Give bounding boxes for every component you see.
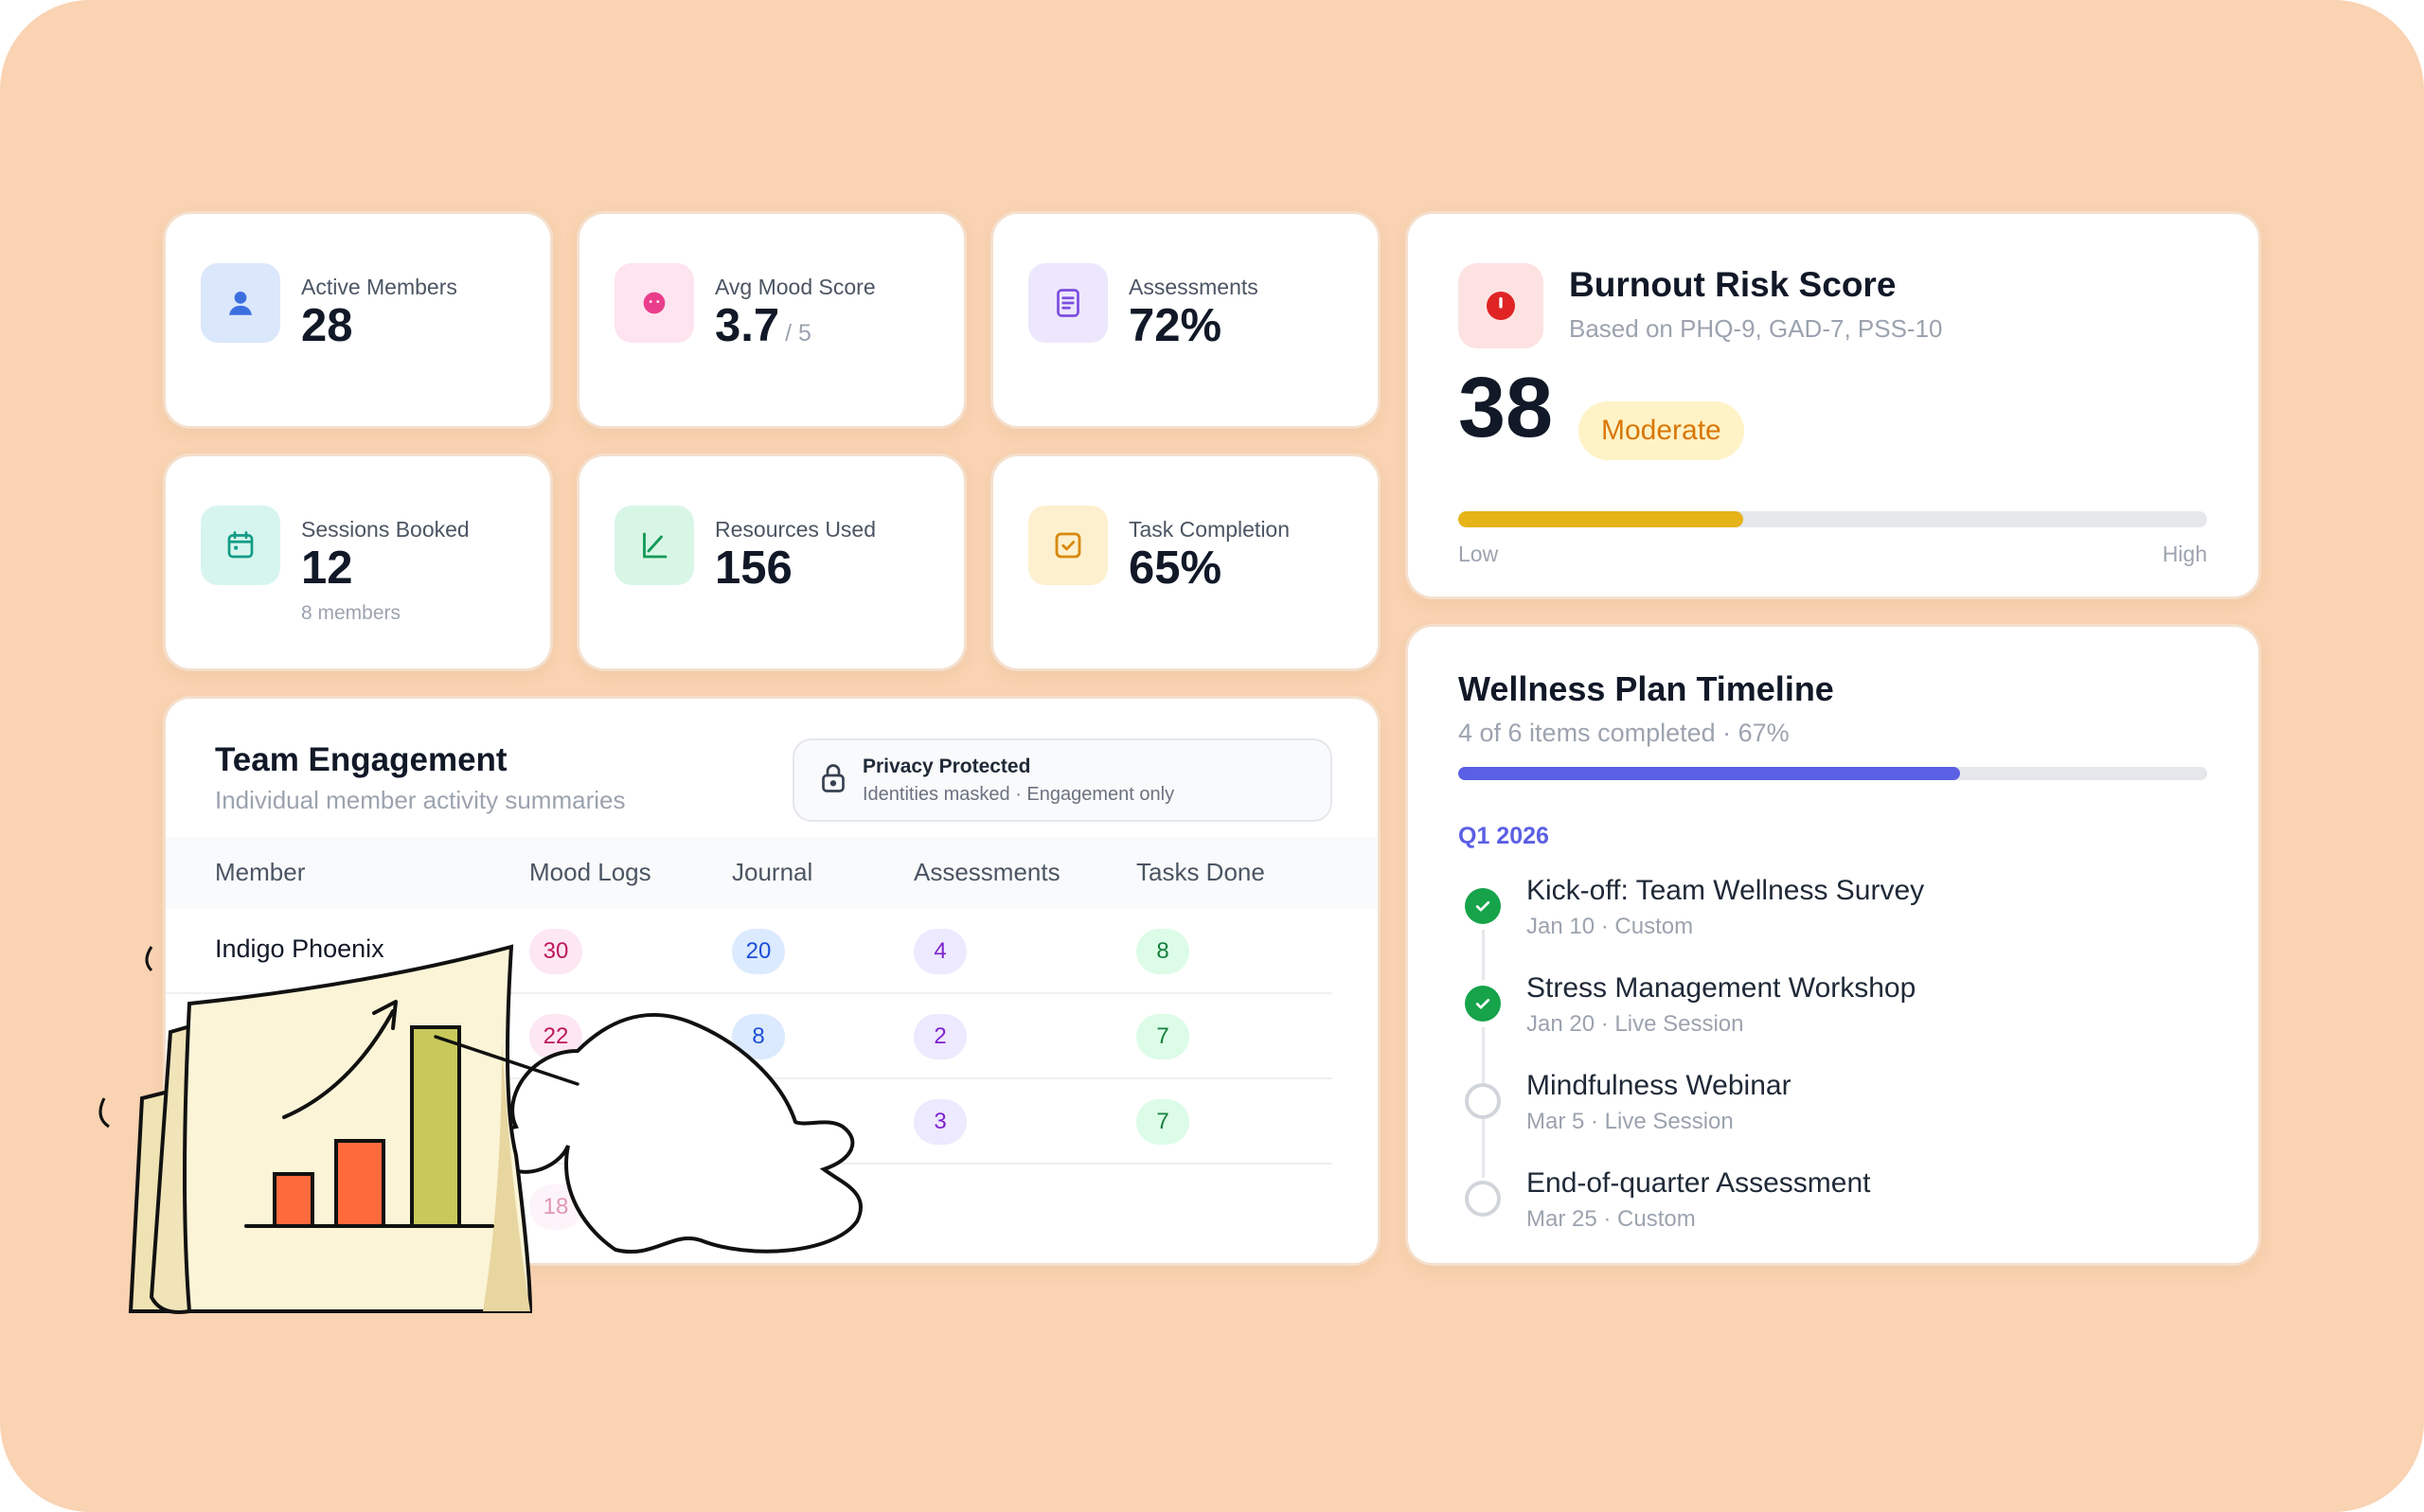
stat-value: 12 <box>301 543 353 594</box>
checkbox-icon <box>1028 506 1108 585</box>
journal-count: 20 <box>732 929 785 974</box>
row-divider <box>166 992 1332 994</box>
risk-meter-fill <box>1458 511 1743 527</box>
newspaper-chart-illustration <box>98 944 864 1314</box>
column-header-tasks-done[interactable]: Tasks Done <box>1136 858 1265 886</box>
mood-face-icon <box>615 263 694 343</box>
assessments-count: 2 <box>914 1014 967 1059</box>
stat-subtext: 8 members <box>301 602 401 624</box>
stat-card-active-members[interactable]: Active Members 28 <box>166 214 550 426</box>
stat-label: Active Members <box>301 275 457 299</box>
stat-label: Avg Mood Score <box>715 275 876 299</box>
speech-bubble-doodle <box>490 1013 864 1254</box>
plan-summary: 4 of 6 items completed · 67% <box>1458 719 1790 747</box>
stat-value: 3.7/ 5 <box>715 300 811 351</box>
calendar-icon <box>201 506 280 585</box>
trend-chart-icon <box>615 506 694 585</box>
timeline-item-meta: Jan 20 · Live Session <box>1526 1011 1744 1037</box>
table-header <box>166 837 1378 909</box>
stat-card-assessments[interactable]: Assessments 72% <box>993 214 1378 426</box>
timeline-item-meta: Mar 25 · Custom <box>1526 1206 1696 1232</box>
privacy-title: Privacy Protected <box>863 756 1031 777</box>
stat-value: 65% <box>1129 543 1222 594</box>
stat-label: Task Completion <box>1129 517 1291 542</box>
timeline-item-title[interactable]: Stress Management Workshop <box>1526 972 1916 1004</box>
timeline-item-title[interactable]: End-of-quarter Assessment <box>1526 1167 1871 1199</box>
timeline-item-meta: Jan 10 · Custom <box>1526 914 1694 939</box>
team-engagement-card: Team Engagement Individual member activi… <box>166 699 1378 1263</box>
stat-card-sessions-booked[interactable]: Sessions Booked 12 8 members <box>166 456 550 668</box>
burnout-score: 38 <box>1458 361 1554 455</box>
risk-low-label: Low <box>1458 542 1499 566</box>
column-header-journal[interactable]: Journal <box>732 858 813 886</box>
stat-card-resources-used[interactable]: Resources Used 156 <box>579 456 964 668</box>
plan-title: Wellness Plan Timeline <box>1458 669 1834 708</box>
mood-logs-count: 30 <box>529 929 582 974</box>
tasks-done-count: 8 <box>1136 929 1189 974</box>
burnout-subtitle: Based on PHQ-9, GAD-7, PSS-10 <box>1569 314 1943 343</box>
quarter-label: Q1 2026 <box>1458 823 1549 849</box>
stat-value: 156 <box>715 543 793 594</box>
bar-chart-doodle <box>244 1000 579 1228</box>
risk-high-label: High <box>2162 542 2207 566</box>
stat-label: Assessments <box>1129 275 1258 299</box>
timeline-item-title[interactable]: Kick-off: Team Wellness Survey <box>1526 875 1925 906</box>
wellness-plan-card: Wellness Plan Timeline 4 of 6 items comp… <box>1408 627 2258 1263</box>
newspaper-doodle <box>98 944 533 1314</box>
tasks-done-count: 7 <box>1136 1099 1189 1145</box>
member-name: Indigo Phoenix <box>215 934 384 963</box>
column-header-mood-logs[interactable]: Mood Logs <box>529 858 651 886</box>
mood-logs-count: 22 <box>529 1014 582 1059</box>
check-done-icon[interactable] <box>1465 888 1501 924</box>
stat-card-avg-mood-score[interactable]: Avg Mood Score 3.7/ 5 <box>579 214 964 426</box>
plan-progress-track <box>1458 767 2207 780</box>
column-header-member[interactable]: Member <box>215 858 306 886</box>
stat-value: 72% <box>1129 300 1222 351</box>
burnout-risk-card: Burnout Risk Score Based on PHQ-9, GAD-7… <box>1408 214 2258 596</box>
engagement-subtitle: Individual member activity summaries <box>215 786 626 814</box>
stat-value: 28 <box>301 300 353 351</box>
circle-pending-icon[interactable] <box>1465 1181 1501 1217</box>
burnout-title: Burnout Risk Score <box>1569 265 1897 304</box>
lock-icon <box>819 761 847 800</box>
alert-icon <box>1458 263 1543 348</box>
risk-meter-track <box>1458 511 2207 527</box>
tasks-done-count: 7 <box>1136 1014 1189 1059</box>
column-header-assessments[interactable]: Assessments <box>914 858 1060 886</box>
privacy-note: Identities masked · Engagement only <box>863 784 1175 805</box>
plan-progress-fill <box>1458 767 1960 780</box>
assessments-count: 4 <box>914 929 967 974</box>
stat-value-suffix: / 5 <box>785 320 811 347</box>
stat-card-task-completion[interactable]: Task Completion 65% <box>993 456 1378 668</box>
assessments-count: 3 <box>914 1099 967 1145</box>
privacy-protected-badge[interactable]: Privacy Protected Identities masked · En… <box>793 738 1332 822</box>
timeline-item-title[interactable]: Mindfulness Webinar <box>1526 1070 1791 1101</box>
check-done-icon[interactable] <box>1465 986 1501 1022</box>
user-icon <box>201 263 280 343</box>
table-row[interactable]: Indigo Phoenix 30 20 4 8 <box>166 909 1378 994</box>
timeline-item-meta: Mar 5 · Live Session <box>1526 1109 1734 1134</box>
risk-level-badge: Moderate <box>1578 401 1744 460</box>
circle-pending-icon[interactable] <box>1465 1083 1501 1119</box>
engagement-title: Team Engagement <box>215 741 508 778</box>
timeline-line <box>1482 897 1485 1178</box>
stat-label: Sessions Booked <box>301 517 470 542</box>
document-icon <box>1028 263 1108 343</box>
stat-label: Resources Used <box>715 517 877 542</box>
